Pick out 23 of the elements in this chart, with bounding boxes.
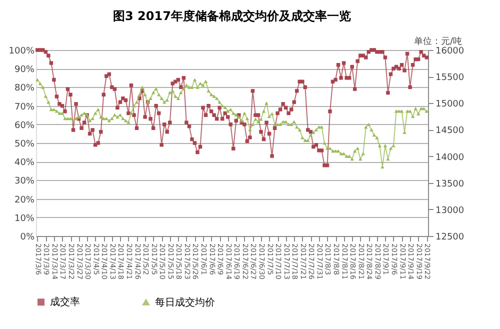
y2-tick-label: 13500 — [436, 179, 464, 190]
y2-tick-label: 15000 — [436, 100, 464, 110]
y-tick-label: 40% — [14, 158, 35, 168]
y-tick-label: 90% — [14, 65, 35, 76]
y-tick-label: 60% — [14, 120, 35, 131]
y-tick-label: 0% — [20, 232, 35, 242]
y-tick-label: 70% — [14, 102, 35, 112]
legend-label: 每日成交均价 — [155, 296, 215, 308]
y-tick-label: 20% — [14, 195, 35, 206]
y-tick-label: 10% — [14, 214, 35, 224]
y-tick-label: 100% — [8, 46, 35, 56]
y2-tick-label: 14500 — [436, 126, 464, 136]
y-tick-label: 30% — [14, 176, 35, 187]
y2-tick-label: 12500 — [436, 232, 464, 242]
text: 单位：元/吨 — [414, 36, 462, 47]
chart-title: 图3 2017年度储备棉成交均价及成交率一览 — [113, 9, 351, 23]
y2-tick-label: 16000 — [436, 46, 464, 56]
y2-tick-label: 15500 — [436, 73, 464, 84]
y-tick-label: 80% — [14, 84, 35, 94]
y-tick-label: 50% — [14, 140, 35, 150]
legend-label: 成交率 — [50, 296, 80, 308]
y2-tick-label: 14000 — [436, 152, 464, 163]
y2-tick-label: 13000 — [436, 206, 464, 216]
